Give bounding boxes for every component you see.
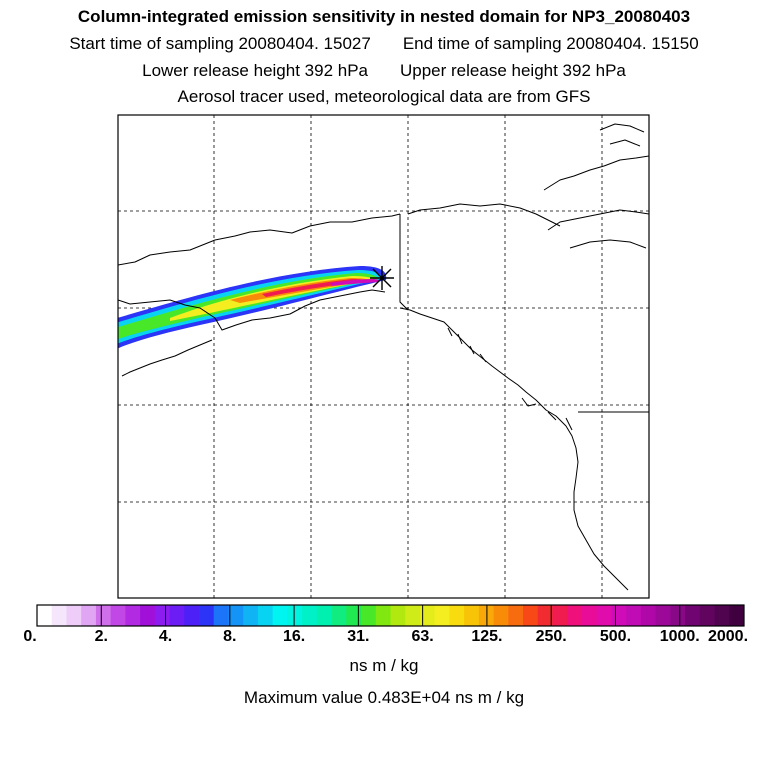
colorbar-tick-label: 31. bbox=[347, 628, 370, 645]
colorbar-segment bbox=[552, 605, 568, 626]
colorbar-tick-label: 1000. bbox=[659, 628, 700, 645]
colorbar-segment bbox=[523, 605, 539, 626]
colorbar-segment bbox=[714, 605, 730, 626]
lower-release-label: Lower release height 392 hPa bbox=[142, 61, 368, 80]
colorbar-segment bbox=[464, 605, 480, 626]
colorbar-segment bbox=[611, 605, 627, 626]
colorbar-tick-label: 2. bbox=[94, 628, 108, 645]
mainland-north-coast bbox=[407, 203, 561, 227]
colorbar-segment bbox=[537, 605, 553, 626]
colorbar-segment bbox=[405, 605, 421, 626]
colorbar-segment bbox=[655, 605, 671, 626]
colorbar-tick-label: 500. bbox=[599, 628, 632, 645]
end-time-label: End time of sampling 20080404. 15150 bbox=[402, 34, 699, 53]
colorbar-tick-label: 4. bbox=[158, 628, 173, 645]
colorbar-segment bbox=[729, 605, 745, 626]
upper-release-label: Upper release height 392 hPa bbox=[400, 61, 626, 80]
colorbar-segment bbox=[685, 605, 701, 626]
colorbar-tick-label: 63. bbox=[411, 628, 434, 645]
colorbar-segment bbox=[375, 605, 391, 626]
plume-core bbox=[330, 279, 379, 286]
colorbar-segment bbox=[110, 605, 126, 626]
coastlines bbox=[118, 123, 649, 591]
political-borders bbox=[399, 214, 649, 413]
colorbar-segment bbox=[567, 605, 583, 626]
colorbar-segment bbox=[390, 605, 406, 626]
colorbar-segment bbox=[95, 605, 112, 626]
colorbar-segment bbox=[302, 605, 318, 626]
colorbar-segment bbox=[508, 605, 524, 626]
max-value-text: Maximum value 0.483E+04 ns m / kg bbox=[243, 688, 525, 707]
emission-sensitivity-plume bbox=[118, 266, 387, 349]
colorbar-segment bbox=[419, 605, 436, 626]
colorbar-segment bbox=[434, 605, 450, 626]
colorbar-segment bbox=[316, 605, 332, 626]
colorbar-segment bbox=[287, 605, 303, 626]
graticule bbox=[118, 115, 649, 598]
colorbar-tick-label: 16. bbox=[282, 628, 306, 645]
colorbar-tick-labels: 0. 2. 4. 8. 16. 31. 63. 125. 250. 500. 1000. 2000. bbox=[0, 628, 768, 650]
colorbar-segment bbox=[449, 605, 465, 626]
colorbar-tick-label: 250. bbox=[535, 628, 567, 645]
alaska-west-coast bbox=[118, 289, 386, 331]
colorbar-tick-label: 8. bbox=[223, 628, 237, 645]
release-height-line: Lower release height 392 hPa Upper releas… bbox=[0, 61, 768, 81]
colorbar-segment bbox=[66, 605, 82, 626]
release-point-star bbox=[370, 266, 394, 290]
sampling-time-line: Start time of sampling 20080404. 15027 En… bbox=[0, 34, 768, 54]
alaska-canada-border bbox=[399, 214, 409, 311]
colorbar-segment bbox=[51, 605, 67, 626]
colorbar-segment bbox=[670, 605, 686, 626]
map-title: Column-integrated emission sensitivity i… bbox=[77, 7, 691, 26]
colorbar-segment bbox=[213, 605, 229, 626]
colorbar-segment bbox=[228, 605, 244, 626]
colorbar-segment bbox=[199, 605, 215, 626]
colorbar-frame bbox=[36, 604, 745, 627]
colorbar-segment bbox=[331, 605, 347, 626]
map-area bbox=[118, 115, 649, 598]
colorbar-segment bbox=[169, 605, 185, 626]
colorbar-segment bbox=[257, 605, 274, 626]
aleutian-islands bbox=[121, 339, 213, 377]
colorbar-tick-label: 2000. bbox=[707, 628, 749, 645]
pacific-northwest-coast bbox=[399, 307, 629, 591]
colorbar-segment bbox=[699, 605, 715, 626]
colorbar-segment bbox=[493, 605, 509, 626]
colorbar-segment bbox=[37, 605, 53, 626]
colorbar-segment bbox=[626, 605, 642, 626]
colorbar-segment bbox=[184, 605, 200, 626]
colorbar-segment bbox=[125, 605, 141, 626]
arctic-islands bbox=[543, 123, 649, 249]
coastal-islands bbox=[447, 327, 573, 431]
colorbar-segment bbox=[272, 605, 288, 626]
colorbar-segment bbox=[140, 605, 156, 626]
colorbar-tick-label: 125. bbox=[471, 628, 503, 645]
colorbar-segment bbox=[361, 605, 377, 626]
colorbar-segment bbox=[581, 605, 598, 626]
start-time-label: Start time of sampling 20080404. 15027 bbox=[69, 34, 371, 53]
colorbar-segment bbox=[243, 605, 259, 626]
colorbar-segment bbox=[596, 605, 612, 626]
colorbar-segment bbox=[346, 605, 362, 626]
colorbar-segment bbox=[640, 605, 657, 626]
colorbar-units: ns m / kg bbox=[349, 656, 419, 675]
colorbar-segment bbox=[154, 605, 170, 626]
colorbar-segment bbox=[81, 605, 97, 626]
alaska-north-coast bbox=[118, 213, 401, 266]
tracer-info-line: Aerosol tracer used, meteorological data… bbox=[177, 87, 591, 106]
colorbar-tick-label: 0. bbox=[23, 628, 37, 645]
colorbar bbox=[36, 605, 745, 626]
map-frame bbox=[117, 114, 650, 599]
